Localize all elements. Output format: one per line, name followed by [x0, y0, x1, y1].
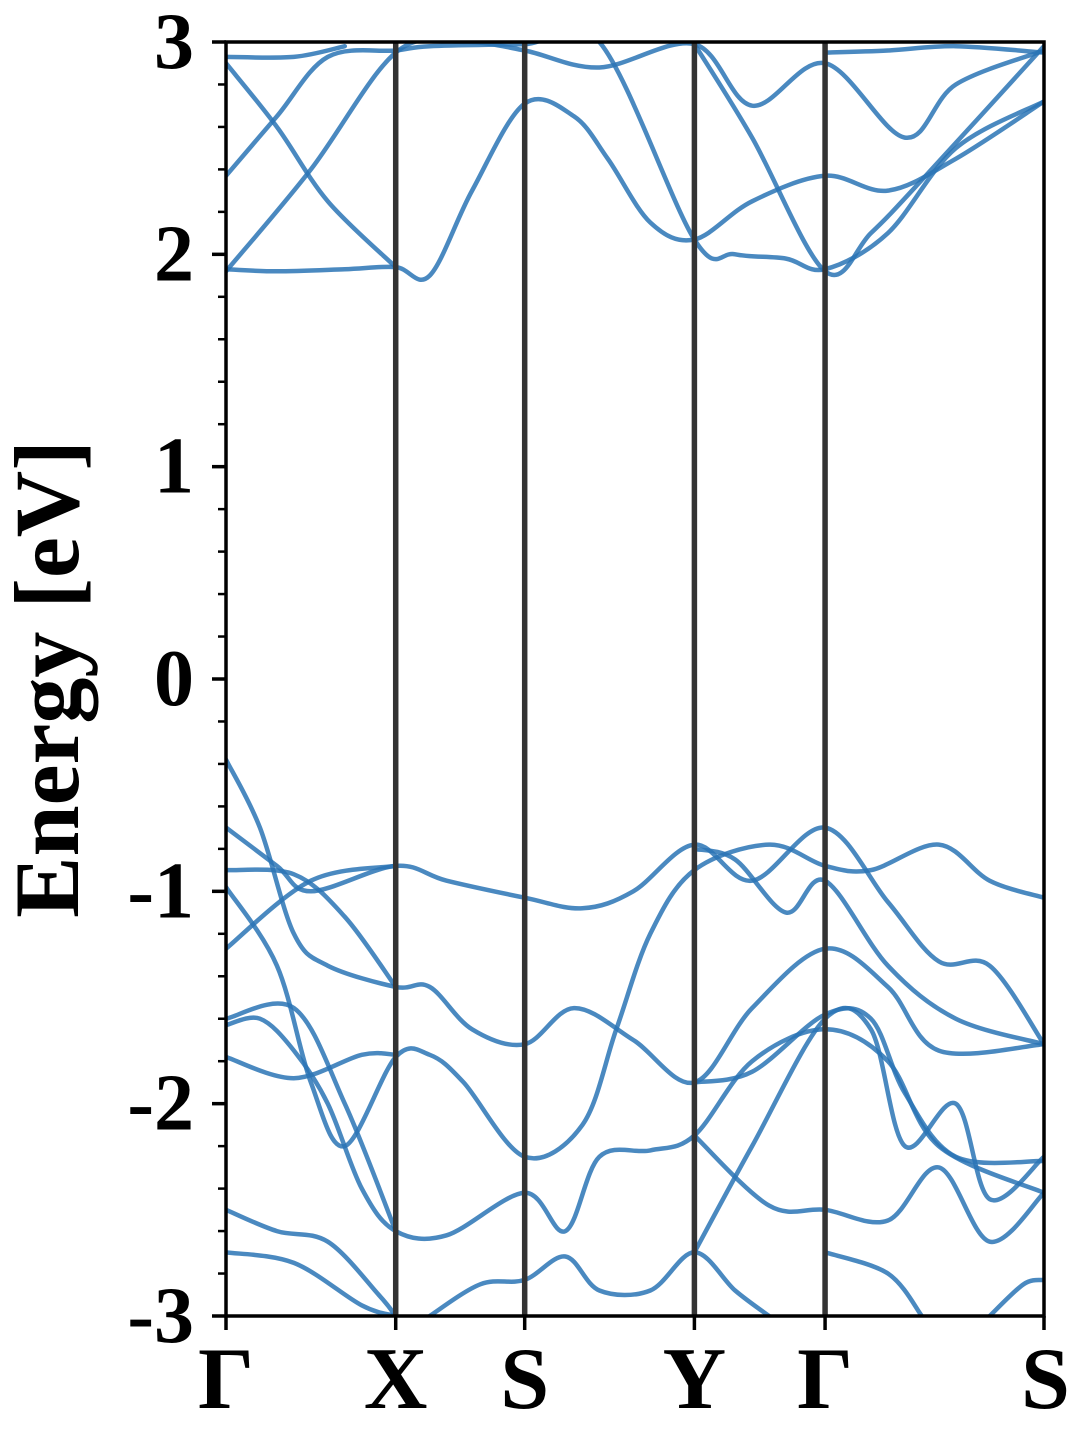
y-tick-label: 3	[154, 0, 194, 86]
band-line-9	[226, 825, 1044, 1047]
kpoint-label: S	[1021, 1331, 1070, 1428]
kpoint-label: Γ	[797, 1331, 853, 1428]
band-line-17	[226, 1207, 398, 1316]
kpoint-label: X	[364, 1331, 428, 1428]
axes-layer	[212, 40, 1046, 1330]
y-tick-label: 0	[154, 635, 194, 723]
band-line-8	[226, 757, 1044, 1086]
y-axis-title: Energy [eV]	[0, 440, 98, 918]
y-tick-label: 1	[154, 423, 194, 511]
band-line-14	[226, 1015, 1044, 1242]
band-line-16	[226, 1050, 398, 1081]
y-tick-label: -3	[127, 1272, 194, 1360]
kpoint-label: S	[500, 1331, 549, 1428]
band-line-1	[226, 96, 1044, 282]
y-tick-label: -1	[127, 847, 194, 935]
band-line-10	[226, 867, 398, 990]
y-tick-label: -2	[127, 1060, 194, 1148]
bands-layer	[226, 42, 1044, 1316]
band-line-5	[226, 43, 348, 60]
band-line-3	[226, 42, 1044, 273]
band-line-23	[822, 1250, 925, 1316]
y-tick-label: 2	[154, 210, 194, 298]
band-line-15	[226, 1001, 398, 1234]
band-line-7	[822, 43, 1044, 55]
band-line-2	[226, 42, 1044, 274]
band-line-19	[427, 1250, 772, 1316]
band-line-11	[226, 863, 398, 951]
band-line-6	[692, 42, 1044, 278]
band-line-12	[226, 842, 1044, 1161]
kpoint-lines-layer	[392, 42, 828, 1316]
band-line-4	[226, 60, 398, 270]
kpoint-label: Y	[663, 1331, 727, 1428]
band-line-20	[692, 1005, 1044, 1255]
band-line-18	[226, 1250, 398, 1316]
band-line-21	[692, 1006, 1044, 1166]
band-line-22	[692, 1133, 1044, 1244]
band-line-13	[692, 846, 1044, 1047]
kpoint-label: Γ	[198, 1331, 254, 1428]
band-line-24	[987, 1277, 1044, 1316]
